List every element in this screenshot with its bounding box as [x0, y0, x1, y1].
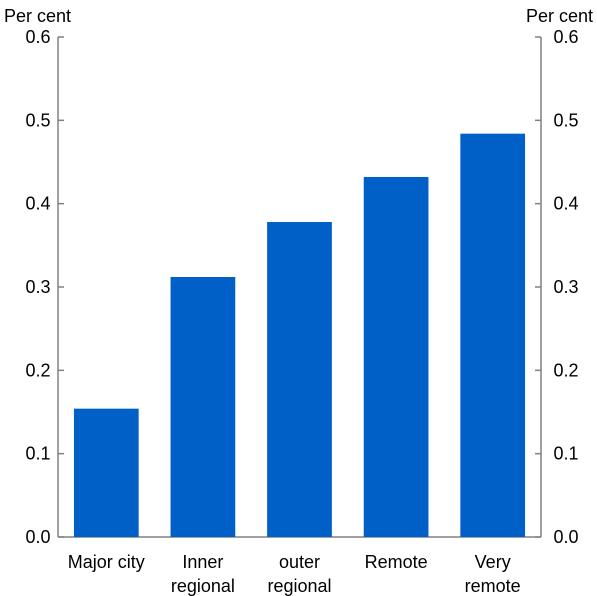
right-tick-label: 0.3: [553, 277, 578, 297]
bar: [170, 277, 236, 537]
right-tick-label: 0.2: [553, 360, 578, 380]
right-axis-unit-label: Per cent: [526, 6, 593, 26]
category-label: Inner: [182, 552, 223, 572]
category-label: Remote: [365, 552, 428, 572]
right-tick-label: 0.5: [553, 110, 578, 130]
bars: [73, 133, 526, 537]
category-label: remote: [465, 576, 521, 596]
left-tick-label: 0.4: [25, 194, 50, 214]
left-tick-label: 0.5: [25, 110, 50, 130]
category-label: regional: [171, 576, 235, 596]
left-tick-label: 0.6: [25, 27, 50, 47]
left-axis-unit-label: Per cent: [4, 6, 71, 26]
y-ticks: 0.0 0.0 0.1 0.1 0.2 0.2 0.3 0.3 0.4 0.4 0.5 0.5 0.6 0…: [25, 27, 578, 547]
category-label: outer: [279, 552, 320, 572]
x-category-labels: Major city Inner regional outer regional Remo…: [68, 552, 521, 596]
right-tick-label: 0.4: [553, 194, 578, 214]
bar: [363, 177, 429, 537]
right-tick-label: 0.1: [553, 444, 578, 464]
left-tick-label: 0.1: [25, 444, 50, 464]
left-tick-label: 0.3: [25, 277, 50, 297]
right-tick-label: 0.0: [553, 527, 578, 547]
bar: [73, 408, 139, 537]
bar: [267, 222, 332, 537]
bar: [460, 133, 526, 537]
category-label: Major city: [68, 552, 145, 572]
category-label: regional: [267, 576, 331, 596]
category-label: Very: [475, 552, 511, 572]
left-tick-label: 0.2: [25, 360, 50, 380]
left-tick-label: 0.0: [25, 527, 50, 547]
right-tick-label: 0.6: [553, 27, 578, 47]
